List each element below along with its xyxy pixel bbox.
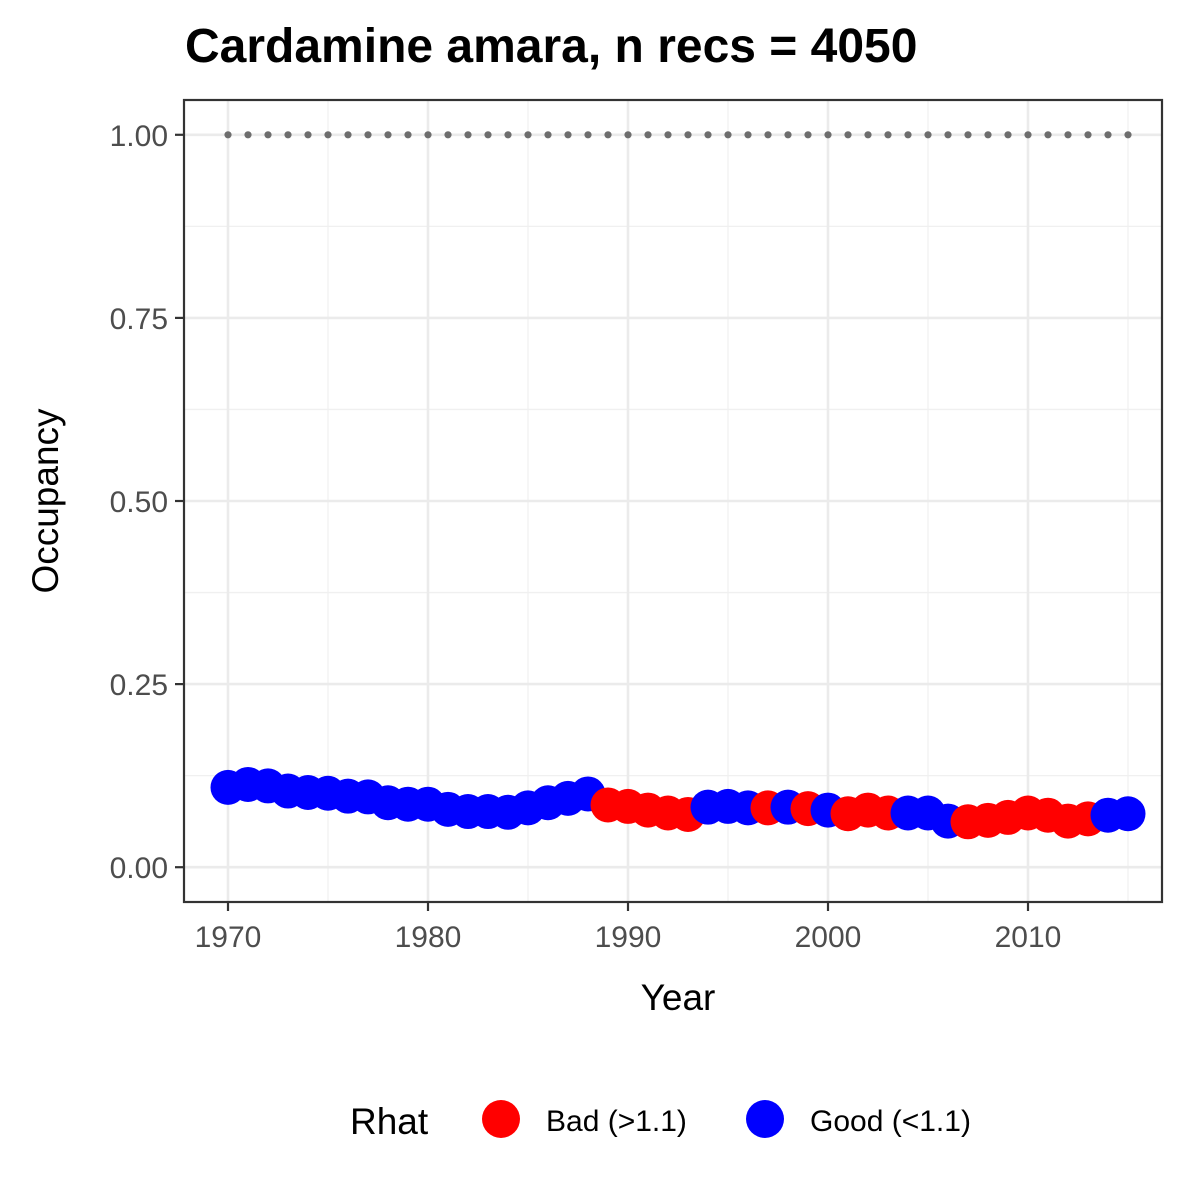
- reference-dot: [784, 131, 792, 139]
- reference-dot: [884, 131, 892, 139]
- reference-line-dotted: [224, 131, 1132, 139]
- reference-dot: [524, 131, 532, 139]
- x-tick-label: 2000: [795, 921, 862, 954]
- grid-major: [184, 100, 1162, 902]
- reference-dot: [324, 131, 332, 139]
- x-axis: 1970 1980 1990 2000 2010: [195, 902, 1062, 954]
- x-axis-title: Year: [641, 977, 716, 1018]
- reference-dot: [484, 131, 492, 139]
- y-tick-label: 1.00: [110, 120, 168, 153]
- reference-dot: [604, 131, 612, 139]
- point-good: [1110, 796, 1146, 832]
- reference-dot: [984, 131, 992, 139]
- legend-key-bad: [482, 1100, 520, 1138]
- reference-dot: [764, 131, 772, 139]
- reference-dot: [1024, 131, 1032, 139]
- reference-dot: [964, 131, 972, 139]
- legend-label-good: Good (<1.1): [810, 1105, 971, 1138]
- reference-dot: [544, 131, 552, 139]
- reference-dot: [384, 131, 392, 139]
- x-tick-label: 1990: [595, 921, 662, 954]
- reference-dot: [464, 131, 472, 139]
- chart-title: Cardamine amara, n recs = 4050: [185, 20, 917, 73]
- y-axis: 0.00 0.25 0.50 0.75 1.00: [110, 120, 184, 885]
- legend: Rhat Bad (>1.1) Good (<1.1): [350, 1100, 971, 1142]
- reference-dot: [424, 131, 432, 139]
- reference-dot: [284, 131, 292, 139]
- reference-dot: [724, 131, 732, 139]
- reference-dot: [264, 131, 272, 139]
- reference-dot: [304, 131, 312, 139]
- legend-title: Rhat: [350, 1101, 429, 1142]
- reference-dot: [744, 131, 752, 139]
- y-tick-label: 0.00: [110, 852, 168, 885]
- reference-dot: [404, 131, 412, 139]
- reference-dot: [644, 131, 652, 139]
- x-tick-label: 2010: [995, 921, 1062, 954]
- reference-dot: [1124, 131, 1132, 139]
- reference-dot: [1064, 131, 1072, 139]
- reference-dot: [364, 131, 372, 139]
- reference-dot: [1104, 131, 1112, 139]
- reference-dot: [844, 131, 852, 139]
- reference-dot: [584, 131, 592, 139]
- reference-dot: [504, 131, 512, 139]
- y-tick-label: 0.25: [110, 669, 168, 702]
- data-points: [210, 766, 1146, 840]
- reference-dot: [444, 131, 452, 139]
- y-axis-title: Occupancy: [25, 408, 66, 594]
- y-tick-label: 0.75: [110, 303, 168, 336]
- reference-dot: [704, 131, 712, 139]
- reference-dot: [664, 131, 672, 139]
- legend-label-bad: Bad (>1.1): [546, 1105, 687, 1138]
- reference-dot: [944, 131, 952, 139]
- reference-dot: [564, 131, 572, 139]
- reference-dot: [624, 131, 632, 139]
- reference-dot: [344, 131, 352, 139]
- x-tick-label: 1970: [195, 921, 262, 954]
- x-tick-label: 1980: [395, 921, 462, 954]
- reference-dot: [1084, 131, 1092, 139]
- reference-dot: [244, 131, 252, 139]
- reference-dot: [224, 131, 232, 139]
- reference-dot: [1004, 131, 1012, 139]
- reference-dot: [904, 131, 912, 139]
- reference-dot: [864, 131, 872, 139]
- reference-dot: [1044, 131, 1052, 139]
- reference-dot: [684, 131, 692, 139]
- reference-dot: [824, 131, 832, 139]
- reference-dot: [924, 131, 932, 139]
- legend-key-good: [746, 1100, 784, 1138]
- reference-dot: [804, 131, 812, 139]
- y-tick-label: 0.50: [110, 486, 168, 519]
